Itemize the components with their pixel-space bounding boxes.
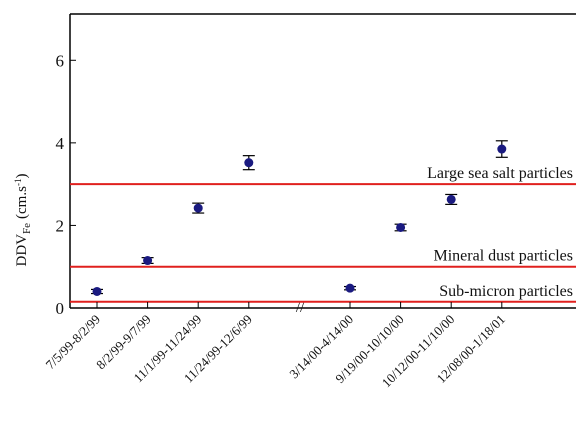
y-tick-label: 4 [56,134,65,153]
point [446,194,456,204]
y-tick-label: 0 [56,299,65,318]
reference-label: Sub-micron particles [439,283,573,300]
point [244,158,254,168]
point [345,283,355,293]
y-label-sup: -1 [13,179,23,187]
point [396,222,406,232]
axis-break: // [296,300,305,316]
point [92,286,102,296]
y-label-close: ) [14,174,30,179]
point [497,144,507,154]
reference-label: Mineral dust particles [433,248,573,265]
point [193,203,203,213]
y-label-unit: (cm.s [14,186,30,219]
reference-label: Large sea salt particles [427,165,573,182]
y-tick-label: 2 [56,216,65,235]
y-label-sub: Fe [21,223,33,234]
y-tick-label: 6 [56,51,65,70]
y-label-main: DDV [14,234,30,267]
y-axis-label: DDVFe (cm.s-1) [13,174,33,267]
point [143,256,153,266]
